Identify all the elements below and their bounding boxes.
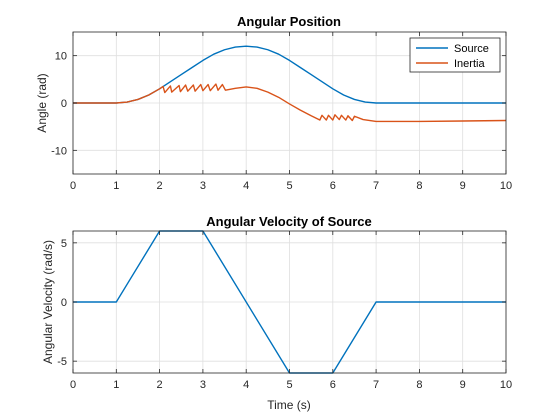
y-tick-label: 0 [61,98,67,110]
series-line-inertia [73,83,507,123]
angular-position-y-ticks: -10 0 10 [51,51,506,157]
x-tick-label: 8 [416,379,422,391]
x-tick-label: 1 [113,180,119,192]
y-tick-label: -10 [51,145,67,157]
x-tick-label: 3 [200,379,206,391]
x-tick-label: 4 [243,180,249,192]
series-line-velocity [73,230,506,374]
angular-position-title: Angular Position [237,14,341,29]
angular-velocity-plot: Angular Velocity of Source 0 1 2 3 4 5 6 7 8 9 10 … [41,214,512,412]
x-tick-label: 3 [200,180,206,192]
x-tick-label: 4 [243,379,249,391]
x-tick-label: 7 [373,379,379,391]
angular-position-x-ticks: 0 1 2 3 4 5 6 7 8 9 10 [70,32,512,192]
legend-label-inertia: Inertia [454,58,485,70]
angular-velocity-y-label: Angular Velocity (rad/s) [41,240,55,364]
angular-position-lines [73,45,507,123]
x-tick-label: 5 [286,379,292,391]
angular-velocity-x-label: Time (s) [267,398,311,412]
x-tick-label: 2 [157,379,163,391]
y-tick-label: 0 [61,297,67,309]
angular-velocity-x-ticks: 0 1 2 3 4 5 6 7 8 9 10 [70,231,512,391]
angular-velocity-y-ticks: -5 0 5 [57,238,506,368]
x-tick-label: 10 [500,180,512,192]
x-tick-label: 5 [286,180,292,192]
x-tick-label: 9 [460,180,466,192]
x-tick-label: 6 [330,379,336,391]
x-tick-label: 7 [373,180,379,192]
x-tick-label: 10 [500,379,512,391]
angular-position-plot: Angular Position 0 1 2 3 4 5 6 7 8 9 10 -10 0 10 Ang… [35,14,512,192]
y-tick-label: 5 [61,238,67,250]
legend-label-source: Source [454,43,489,55]
x-tick-label: 2 [157,180,163,192]
y-tick-label: -5 [57,356,67,368]
y-tick-label: 10 [55,51,67,63]
angular-velocity-lines [73,230,506,374]
x-tick-label: 6 [330,180,336,192]
angular-position-legend: Source Inertia [409,37,501,73]
x-tick-label: 9 [460,379,466,391]
legend-box [409,37,501,73]
x-tick-label: 1 [113,379,119,391]
angular-position-y-label: Angle (rad) [35,73,49,132]
x-tick-label: 0 [70,180,76,192]
x-tick-label: 8 [416,180,422,192]
x-tick-label: 0 [70,379,76,391]
angular-velocity-title: Angular Velocity of Source [206,214,371,229]
